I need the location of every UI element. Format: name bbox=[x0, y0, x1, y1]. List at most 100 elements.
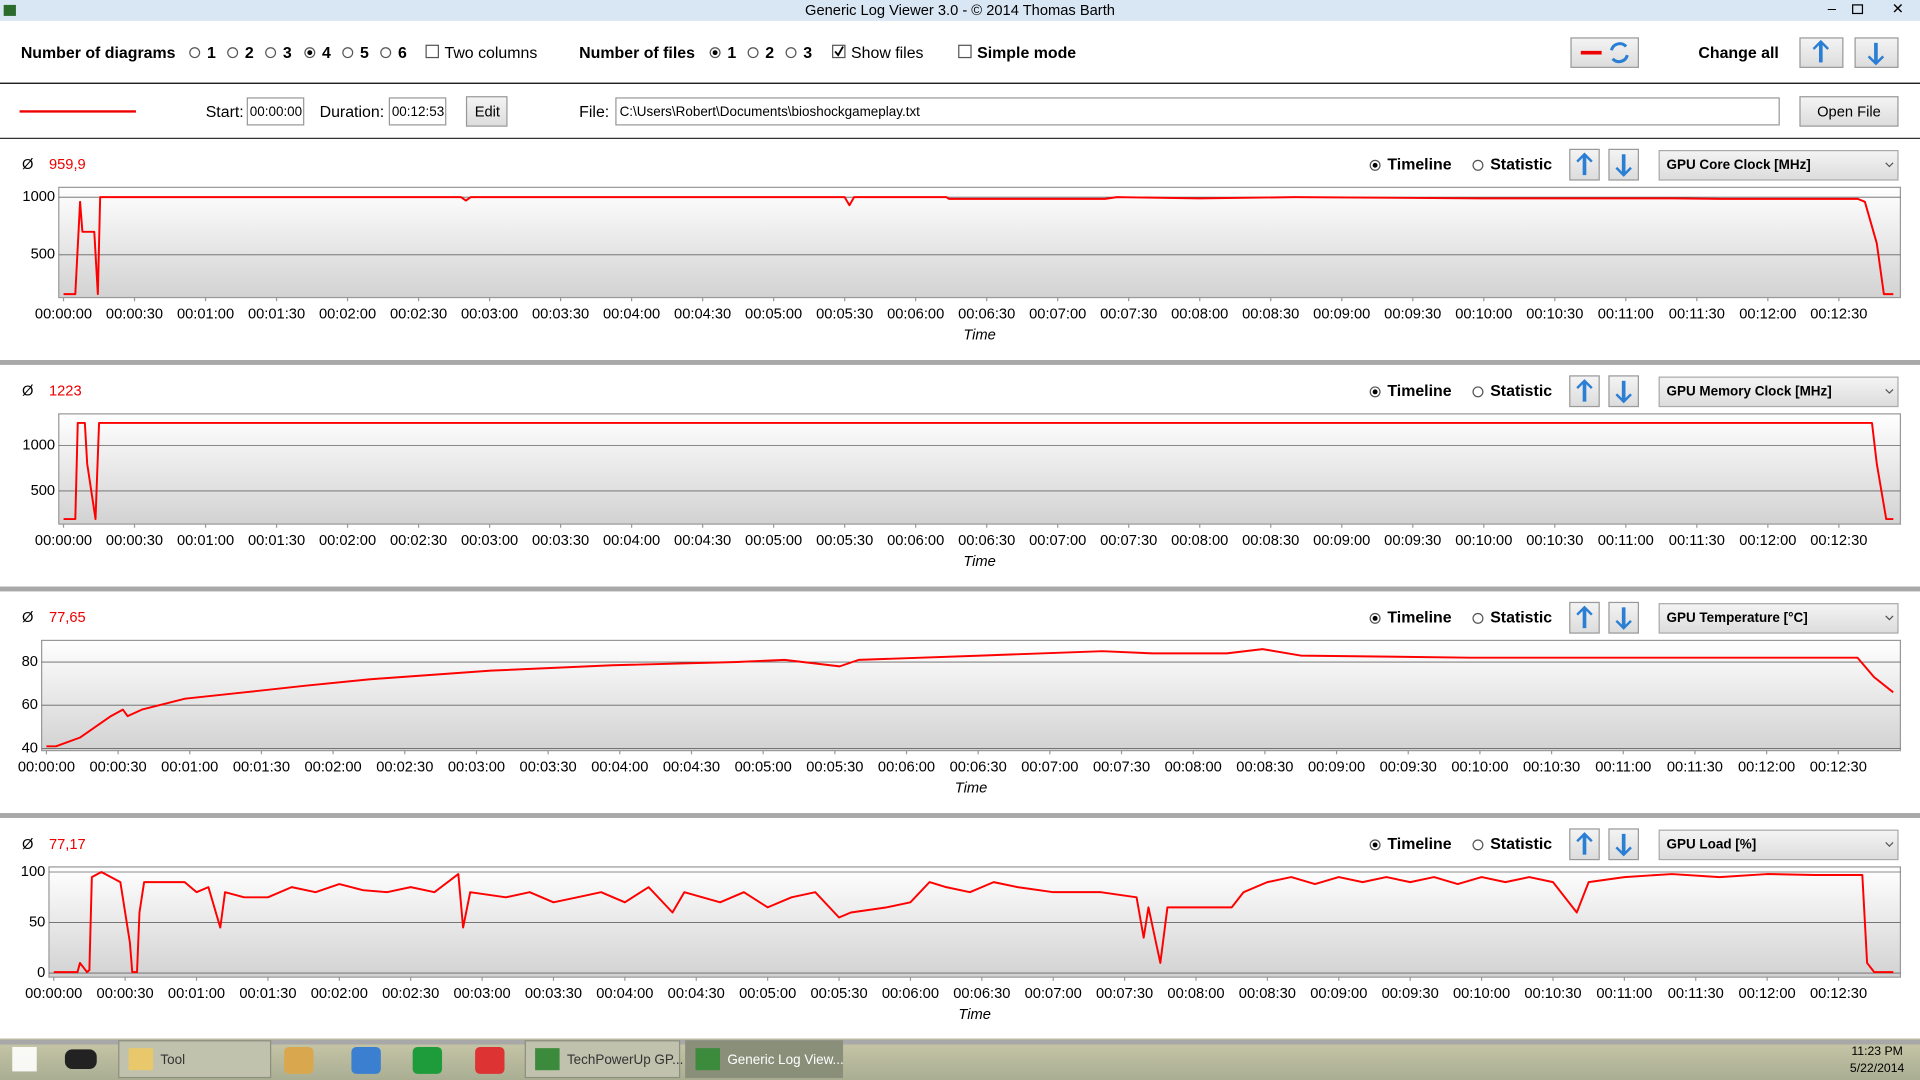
taskbar bbox=[0, 1038, 1920, 1080]
sensor-dropdown[interactable] bbox=[1658, 150, 1899, 181]
sensor-dropdown[interactable] bbox=[1658, 829, 1899, 861]
timeline-option[interactable]: Timeline bbox=[1387, 610, 1451, 627]
x-tick-label: 00:01:00 bbox=[168, 986, 225, 1002]
x-tick-label: 00:07:00 bbox=[1029, 533, 1086, 549]
show-files-label[interactable]: Show files bbox=[851, 45, 924, 62]
taskbar-app-label[interactable]: TechPowerUp GP... bbox=[567, 1052, 683, 1067]
duration-input[interactable] bbox=[388, 97, 447, 126]
radio-dot bbox=[1372, 162, 1378, 168]
radio-button[interactable] bbox=[1472, 159, 1484, 171]
simple-mode-label[interactable]: Simple mode bbox=[977, 45, 1076, 62]
radio-button[interactable] bbox=[747, 47, 759, 59]
diagram-option[interactable]: 5 bbox=[360, 45, 369, 62]
radio-dot bbox=[307, 50, 313, 56]
pinned-app[interactable] bbox=[351, 1046, 381, 1074]
arrow-icon bbox=[1576, 605, 1593, 616]
open-file-label[interactable]: Open File bbox=[1817, 105, 1881, 121]
start-value[interactable]: 00:00:00 bbox=[250, 104, 302, 119]
diagram-option[interactable]: 6 bbox=[398, 45, 407, 62]
radio-button[interactable] bbox=[189, 47, 201, 59]
timeline-option[interactable]: Timeline bbox=[1387, 383, 1451, 400]
file-option[interactable]: 1 bbox=[727, 45, 736, 62]
x-tick-label: 00:06:00 bbox=[887, 307, 944, 323]
sensor-name[interactable]: GPU Core Clock [MHz] bbox=[1667, 157, 1811, 172]
edit-button[interactable] bbox=[465, 96, 508, 127]
color-sync-button[interactable] bbox=[1570, 37, 1639, 68]
file-input[interactable] bbox=[615, 97, 1780, 126]
plot-area bbox=[58, 413, 1902, 525]
x-tick-label: 00:10:00 bbox=[1455, 307, 1512, 323]
x-tick-label: 00:09:30 bbox=[1384, 307, 1441, 323]
start-input[interactable] bbox=[246, 97, 305, 126]
two-columns-label[interactable]: Two columns bbox=[444, 45, 537, 62]
radio-button[interactable] bbox=[1472, 386, 1484, 398]
radio-button[interactable] bbox=[342, 47, 354, 59]
app-icon[interactable] bbox=[695, 1048, 720, 1071]
diagram-option[interactable]: 1 bbox=[207, 45, 216, 62]
minimize-button[interactable]: – bbox=[1828, 2, 1837, 18]
clock-time[interactable]: 11:23 PM bbox=[1851, 1044, 1902, 1058]
diagram-option[interactable]: 3 bbox=[283, 45, 292, 62]
x-tick-label: 00:09:00 bbox=[1313, 533, 1370, 549]
statistic-option[interactable]: Statistic bbox=[1490, 610, 1552, 627]
statistic-option[interactable]: Statistic bbox=[1490, 383, 1552, 400]
x-tick-label: 00:07:30 bbox=[1100, 533, 1157, 549]
clock-date[interactable]: 5/22/2014 bbox=[1850, 1061, 1905, 1075]
checkbox[interactable] bbox=[958, 44, 972, 59]
maximize-button[interactable] bbox=[1852, 4, 1864, 15]
x-tick-label: 00:07:30 bbox=[1100, 307, 1157, 323]
x-tick-label: 00:04:00 bbox=[603, 307, 660, 323]
app-icon[interactable] bbox=[535, 1048, 560, 1071]
sensor-name[interactable]: GPU Load [%] bbox=[1667, 836, 1757, 851]
radio-button[interactable] bbox=[785, 47, 797, 59]
file-option[interactable]: 2 bbox=[765, 45, 774, 62]
start-button[interactable] bbox=[12, 1046, 37, 1072]
x-axis-label: Time bbox=[963, 327, 996, 343]
radio-button[interactable] bbox=[227, 47, 239, 59]
radio-button[interactable] bbox=[380, 47, 392, 59]
x-tick-label: 00:04:30 bbox=[668, 986, 725, 1002]
window-title: Generic Log Viewer 3.0 - © 2014 Thomas B… bbox=[805, 3, 1115, 19]
x-tick-label: 00:09:30 bbox=[1384, 533, 1441, 549]
statistic-option[interactable]: Statistic bbox=[1490, 157, 1552, 174]
sensor-name[interactable]: GPU Temperature [°C] bbox=[1667, 610, 1808, 625]
y-tick-label: 100 bbox=[21, 864, 46, 880]
panel-separator bbox=[0, 586, 1920, 592]
sensor-dropdown[interactable] bbox=[1658, 603, 1899, 634]
game-icon[interactable] bbox=[64, 1049, 97, 1069]
x-tick-label: 00:04:00 bbox=[596, 986, 653, 1002]
file-path[interactable]: C:\Users\Robert\Documents\bioshockgamepl… bbox=[620, 104, 921, 119]
taskbar-app-label[interactable]: Tool bbox=[160, 1052, 185, 1067]
timeline-option[interactable]: Timeline bbox=[1387, 836, 1451, 853]
check-mark bbox=[834, 46, 844, 57]
pinned-app[interactable] bbox=[475, 1046, 505, 1074]
diagram-option[interactable]: 4 bbox=[322, 45, 331, 62]
x-tick-label: 00:05:30 bbox=[810, 986, 867, 1002]
radio-button[interactable] bbox=[265, 47, 277, 59]
pinned-app[interactable] bbox=[284, 1046, 314, 1074]
x-axis-label: Time bbox=[963, 554, 996, 570]
edit-label[interactable]: Edit bbox=[475, 105, 500, 121]
radio-button[interactable] bbox=[1472, 612, 1484, 624]
x-tick-label: 00:00:30 bbox=[97, 986, 154, 1002]
timeline-option[interactable]: Timeline bbox=[1387, 157, 1451, 174]
diagrams-label: Number of diagrams bbox=[21, 45, 176, 62]
diagram-option[interactable]: 2 bbox=[245, 45, 254, 62]
open-file-button[interactable] bbox=[1799, 96, 1899, 127]
app-icon[interactable] bbox=[128, 1048, 154, 1071]
pinned-app[interactable] bbox=[412, 1046, 443, 1074]
sensor-dropdown[interactable] bbox=[1658, 376, 1899, 408]
x-tick-label: 00:00:00 bbox=[25, 986, 82, 1002]
x-tick-label: 00:02:30 bbox=[390, 533, 447, 549]
x-tick-label: 00:04:00 bbox=[591, 760, 648, 776]
close-button[interactable]: ✕ bbox=[1892, 2, 1904, 18]
statistic-option[interactable]: Statistic bbox=[1490, 836, 1552, 853]
x-tick-label: 00:04:30 bbox=[663, 760, 720, 776]
duration-value[interactable]: 00:12:53 bbox=[392, 104, 444, 119]
sensor-name[interactable]: GPU Memory Clock [MHz] bbox=[1667, 383, 1832, 398]
radio-button[interactable] bbox=[1472, 839, 1484, 851]
file-option[interactable]: 3 bbox=[803, 45, 812, 62]
checkbox[interactable] bbox=[425, 44, 439, 59]
taskbar-app-label[interactable]: Generic Log View... bbox=[727, 1052, 843, 1067]
